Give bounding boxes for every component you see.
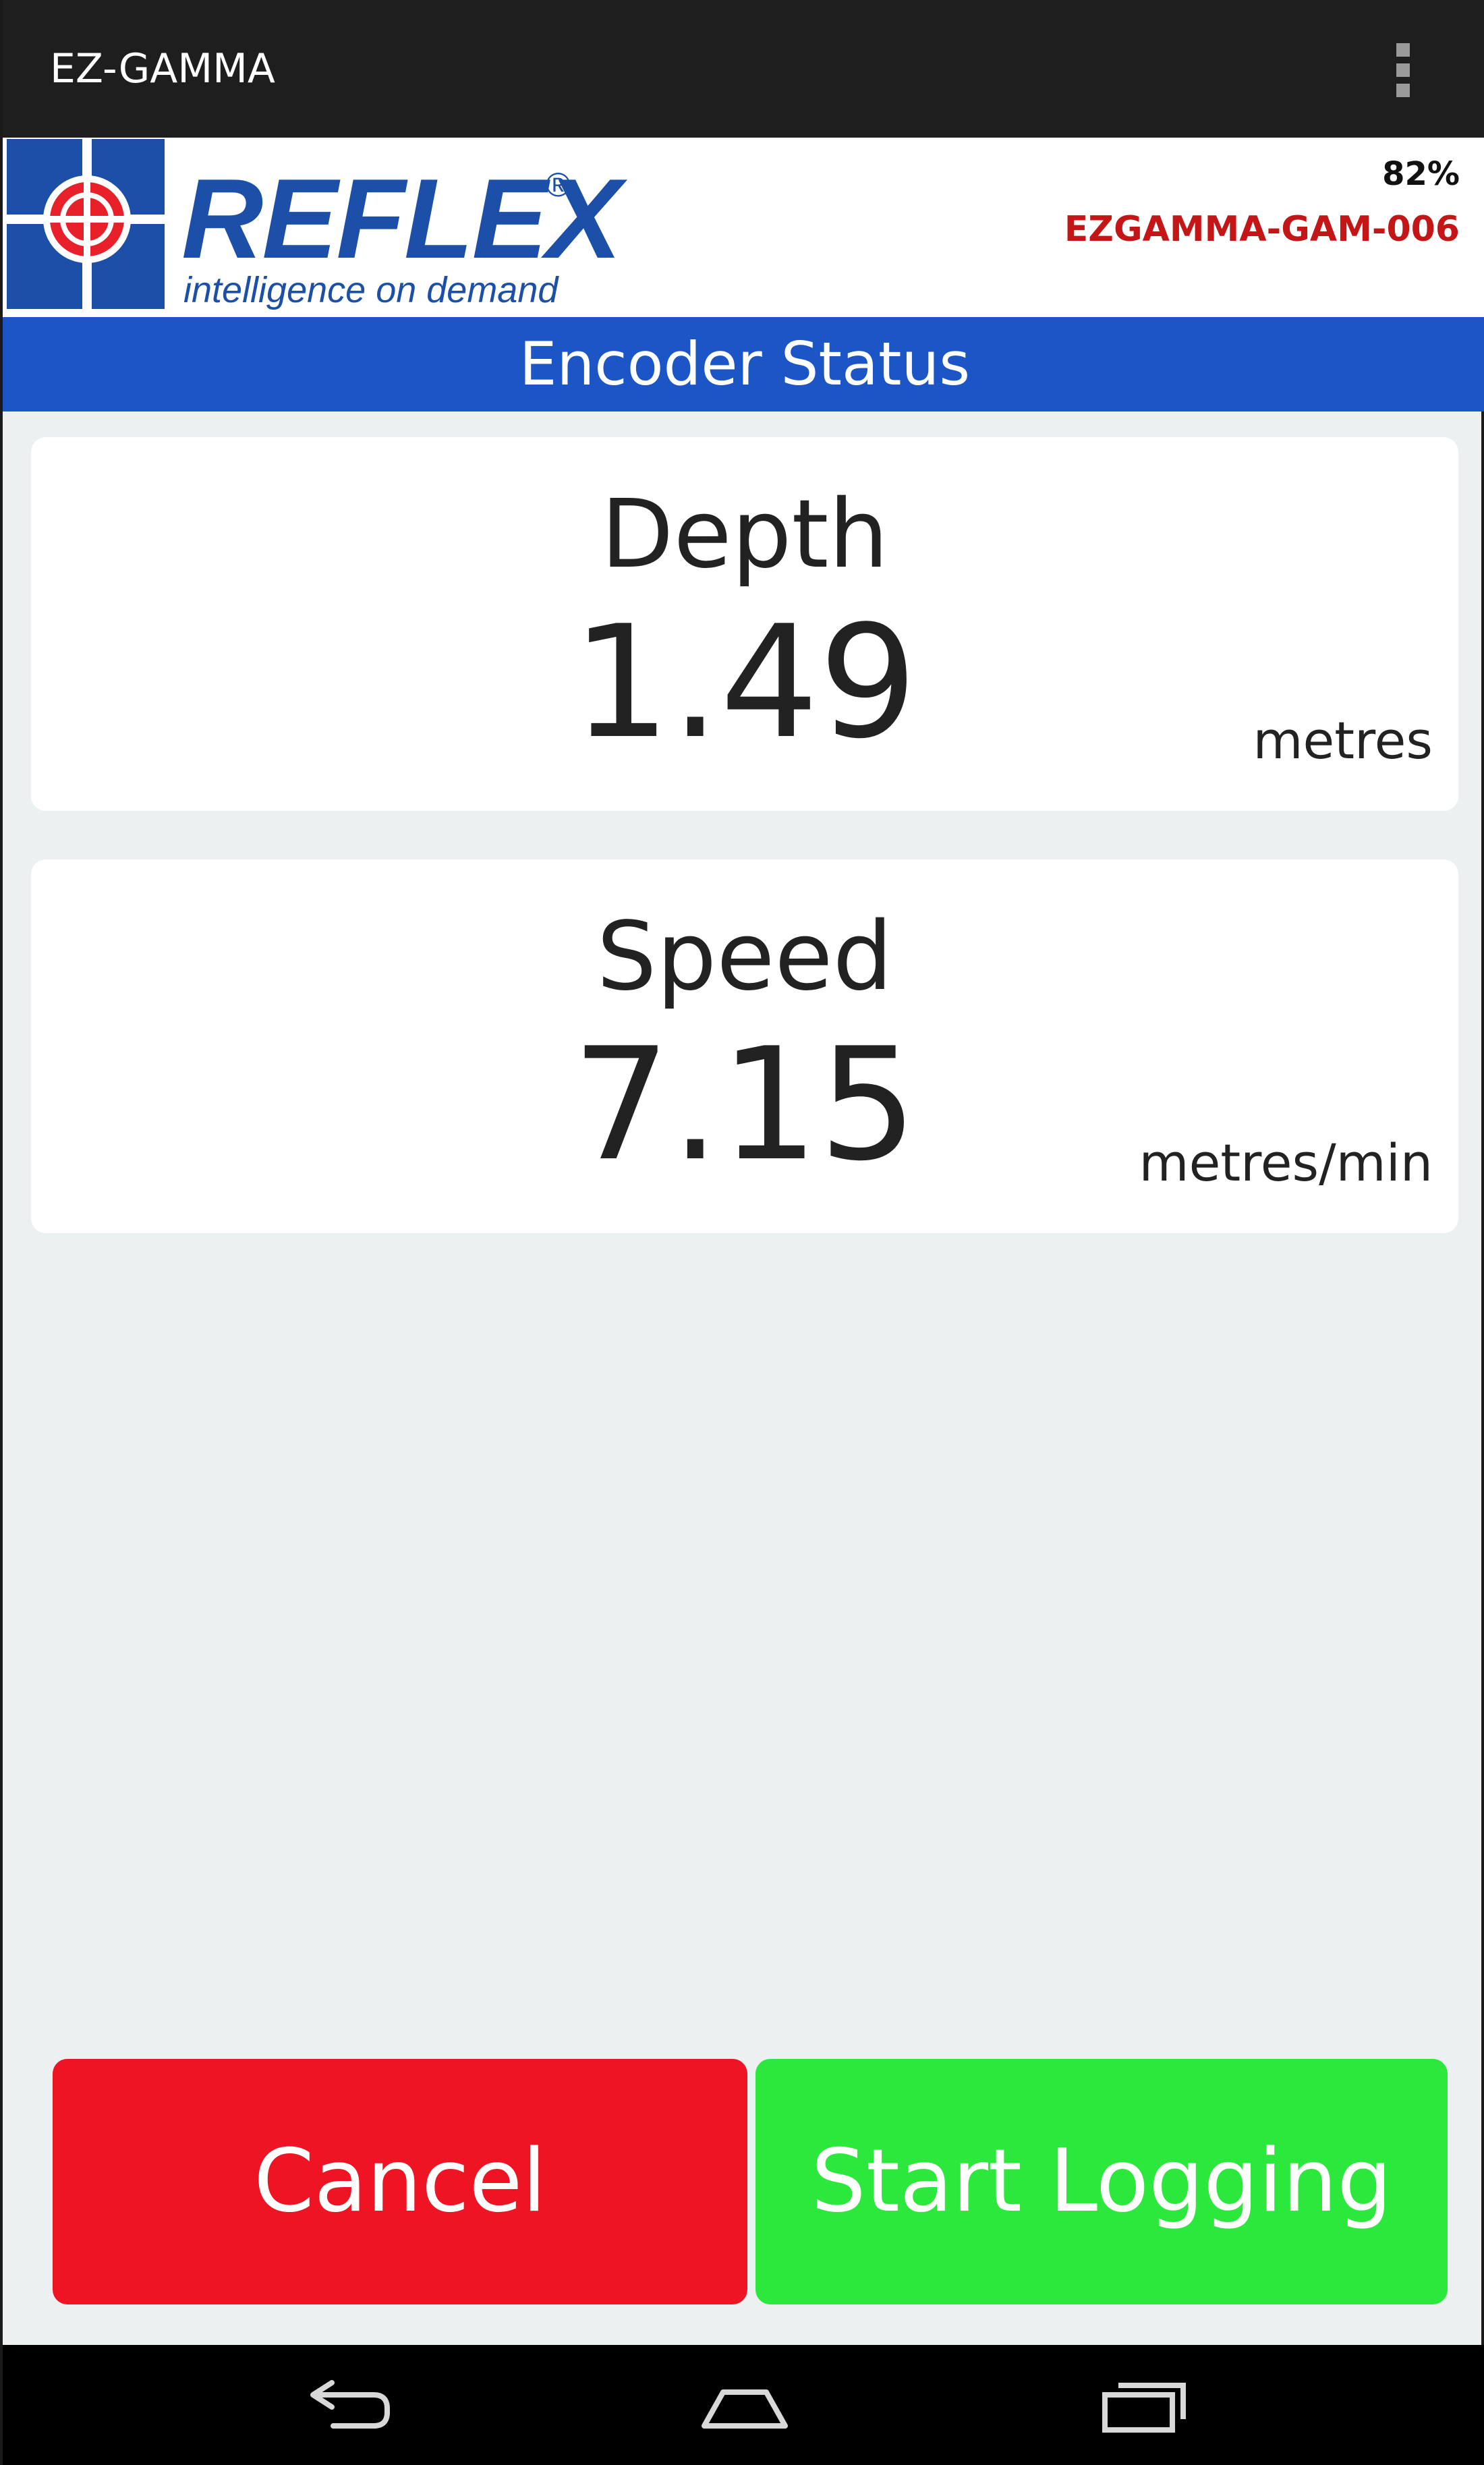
- action-bar: EZ-GAMMA: [3, 0, 1484, 138]
- logo-registered-mark: ®: [546, 166, 571, 204]
- logo-wordmark: REFLEX: [181, 155, 622, 282]
- recent-apps-icon[interactable]: [1089, 2368, 1197, 2442]
- depth-value: 1.49: [571, 593, 918, 773]
- section-bar: Encoder Status: [3, 317, 1484, 412]
- logo-tagline: intelligence on demand: [183, 270, 559, 310]
- depth-label: Depth: [600, 480, 889, 590]
- back-icon[interactable]: [293, 2368, 401, 2442]
- brand-header: REFLEX ® intelligence on demand 82% EZGA…: [3, 138, 1484, 317]
- overflow-menu-icon[interactable]: [1381, 38, 1425, 103]
- section-title: Encoder Status: [519, 329, 971, 399]
- speed-unit: metres/min: [1139, 1133, 1433, 1193]
- speed-label: Speed: [596, 902, 893, 1012]
- cancel-button[interactable]: Cancel: [53, 2059, 747, 2304]
- depth-card: Depth 1.49 metres: [31, 437, 1458, 811]
- app-title: EZ-GAMMA: [50, 45, 275, 92]
- speed-value: 7.15: [571, 1015, 918, 1195]
- speed-card: Speed 7.15 metres/min: [31, 859, 1458, 1233]
- reflex-logo-icon: [7, 139, 165, 309]
- battery-level: 82%: [1382, 155, 1460, 193]
- navigation-bar: [3, 2345, 1484, 2465]
- depth-unit: metres: [1253, 710, 1433, 770]
- device-id: EZGAMMA-GAM-006: [1064, 209, 1460, 250]
- home-icon[interactable]: [691, 2368, 799, 2442]
- start-logging-button[interactable]: Start Logging: [755, 2059, 1448, 2304]
